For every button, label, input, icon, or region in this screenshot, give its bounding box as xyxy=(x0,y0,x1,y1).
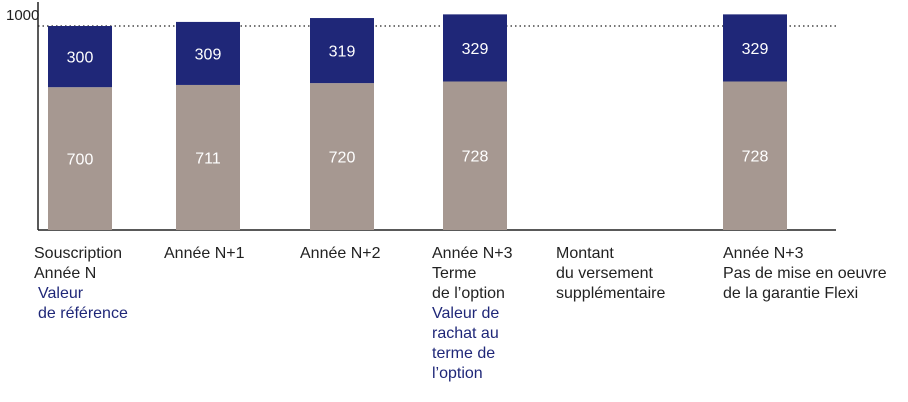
category-label-line: Année N+2 xyxy=(300,245,381,262)
category-label: Souscription Année N Valeur de référence xyxy=(34,244,128,324)
category-label-line: Terme xyxy=(432,265,477,282)
category-label-line: supplémentaire xyxy=(556,285,666,302)
bar-lower-value-label: 728 xyxy=(742,149,769,166)
bar-upper-segment xyxy=(176,21,240,85)
bar-lower-segment xyxy=(176,84,240,231)
category-label: Année N+1 xyxy=(164,244,245,264)
bar-upper-value-label: 300 xyxy=(67,50,94,67)
category-sublabel-line: de référence xyxy=(38,305,128,322)
bar-lower-segment xyxy=(723,81,787,230)
chart-bars xyxy=(48,14,787,231)
category-label-line: de l’option xyxy=(432,285,505,302)
category-label-line: Souscription xyxy=(34,245,123,262)
bar-upper-segment xyxy=(48,26,112,88)
category-label-line: Montant xyxy=(556,245,614,262)
category-label-line: du versement xyxy=(556,265,653,282)
category-sublabel-line: rachat au xyxy=(432,325,499,342)
category-label-line: Pas de mise en oeuvre xyxy=(723,265,887,282)
category-sublabel-line: l’option xyxy=(432,365,483,382)
category-sublabel-line: Valeur de xyxy=(432,305,500,322)
bar-lower-segment xyxy=(443,81,507,230)
bar-upper-value-label: 309 xyxy=(195,46,222,63)
bar-upper-value-label: 329 xyxy=(462,41,489,58)
category-label-line: Année N+3 xyxy=(723,245,804,262)
category-label-line: Année N+1 xyxy=(164,245,245,262)
category-label-line: Année N+3 xyxy=(432,245,513,262)
category-label: Montant du versement supplémentaire xyxy=(556,244,665,304)
category-label: Année N+3 Pas de mise en oeuvre de la gara… xyxy=(723,244,887,304)
bar-upper-segment xyxy=(723,14,787,82)
category-label-line: de la garantie Flexi xyxy=(723,285,859,302)
bar-upper-segment xyxy=(443,14,507,82)
bar-lower-value-label: 720 xyxy=(329,150,356,167)
category-sublabel-line: terme de xyxy=(432,345,496,362)
bar-upper-value-label: 329 xyxy=(742,41,769,58)
bar-lower-value-label: 728 xyxy=(462,149,489,166)
category-label-line: Année N xyxy=(34,265,97,282)
category-label: Année N+3 Terme de l’option Valeur de rachat… xyxy=(432,244,513,384)
chart-axes: 1000 xyxy=(6,2,836,231)
bar-upper-segment xyxy=(310,18,374,84)
bar-lower-segment xyxy=(310,83,374,231)
stacked-bar-chart: 1000 700 300 711 309 720 319 728 329 728 329 xyxy=(6,2,836,231)
bar-lower-segment xyxy=(48,87,112,230)
category-label: Année N+2 xyxy=(300,244,381,264)
bar-lower-value-label: 711 xyxy=(195,150,221,167)
category-sublabel-line: Valeur xyxy=(38,285,84,302)
chart-value-labels: 700 300 711 309 720 319 728 329 728 329 xyxy=(67,41,769,169)
bar-lower-value-label: 700 xyxy=(67,152,94,169)
y-tick-label: 1000 xyxy=(6,7,39,24)
bar-upper-value-label: 319 xyxy=(329,44,356,61)
